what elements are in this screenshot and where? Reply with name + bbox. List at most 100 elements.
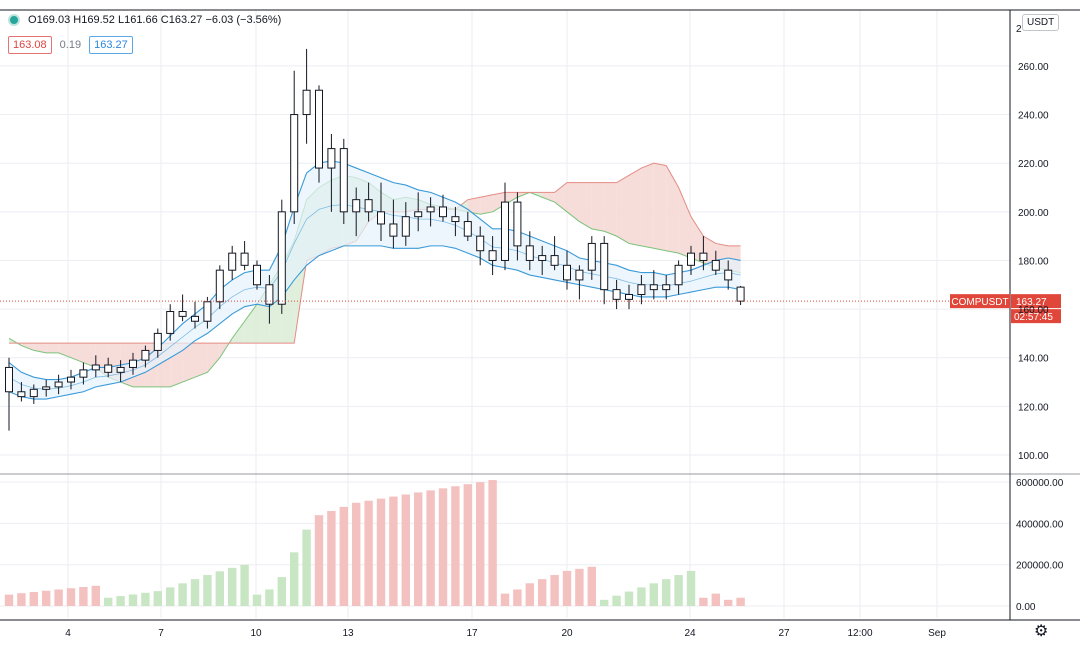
cloud-segment (678, 187, 691, 259)
volume-bar (252, 594, 262, 606)
cloud-segment (616, 175, 629, 244)
candle-body (116, 366, 125, 373)
volume-bar (364, 500, 373, 606)
candle-body (711, 259, 720, 271)
candle (575, 265, 584, 300)
volume-bar (141, 592, 150, 606)
volume-bar (662, 579, 671, 606)
price-tick-label: 260.00 (1018, 62, 1049, 73)
volume-bar (54, 589, 63, 606)
volume-bar (575, 568, 584, 606)
candle-body (649, 284, 658, 291)
candle-body (215, 269, 224, 303)
candle-body (42, 386, 51, 390)
candle-body (736, 286, 745, 302)
volume-bar (128, 594, 138, 606)
candle-body (315, 89, 323, 169)
candle-body (352, 199, 361, 213)
candle (79, 362, 88, 385)
indicator-legend: 163.08 0.19 163.27 (8, 36, 133, 54)
candle (600, 236, 609, 305)
volume-bar (314, 515, 324, 606)
candle-body (476, 235, 485, 252)
candle-body (389, 223, 398, 237)
volume-bar (686, 570, 696, 606)
candle (315, 85, 323, 183)
cloud-segment (71, 343, 84, 363)
cloud-segment (83, 343, 96, 368)
candle-body (699, 252, 708, 261)
volume-bar (513, 589, 522, 606)
volume-bar (327, 511, 336, 606)
price-tick-label: 200.00 (1018, 208, 1049, 219)
candle-body (29, 388, 38, 398)
volume-tick-label: 400000.00 (1016, 519, 1064, 530)
currency-badge[interactable]: USDT (1022, 14, 1060, 31)
volume-bar (674, 575, 683, 606)
candle-body (166, 311, 175, 334)
volume-bar (116, 596, 125, 606)
cloud-segment (46, 343, 59, 353)
candle-body (687, 252, 695, 266)
candle (538, 245, 547, 276)
candle (451, 206, 460, 237)
candle (364, 182, 373, 222)
candle (240, 241, 249, 271)
candle (525, 231, 534, 271)
volume-bar (153, 591, 162, 606)
candle (228, 245, 237, 280)
candle (687, 245, 695, 276)
candle (414, 192, 423, 232)
time-tick-label: Sep (928, 628, 946, 639)
volume-bar (376, 498, 386, 606)
volume-bar (178, 583, 187, 606)
candle-body (277, 211, 286, 305)
price-tick-label: 100.00 (1018, 451, 1049, 462)
gear-icon[interactable]: ⚙ (1034, 623, 1049, 640)
candle (253, 260, 261, 290)
candle (724, 260, 733, 290)
candle-body (265, 284, 274, 305)
symbol-status-icon[interactable] (8, 14, 20, 26)
volume-bar (215, 571, 224, 606)
volume-bar (562, 570, 572, 606)
candle (550, 236, 559, 271)
volume-bar (451, 486, 460, 606)
candle-body (426, 206, 435, 213)
cloud-segment (244, 304, 257, 344)
candle (501, 182, 509, 271)
indicator-value-left[interactable]: 163.08 (8, 36, 52, 54)
volume-bar (736, 597, 745, 606)
candle-body (538, 255, 547, 261)
cloud-segment (33, 343, 47, 353)
indicator-value-mid: 0.19 (59, 39, 82, 51)
candle (91, 355, 100, 378)
volume-bar (587, 566, 596, 606)
cloud-segment (58, 343, 71, 358)
candle-body (550, 255, 559, 266)
volume-bar (91, 585, 100, 606)
candle (637, 275, 646, 305)
cloud-segment (542, 192, 555, 203)
cloud-segment (579, 182, 592, 229)
candle (277, 199, 286, 314)
candle (587, 236, 596, 280)
price-tick-label: 220.00 (1018, 159, 1049, 170)
candle-body (178, 311, 187, 317)
ohlc-legend: O169.03 H169.52 L161.66 C163.27 −6.03 (−… (8, 14, 281, 26)
cloud-segment (232, 321, 245, 344)
indicator-value-right[interactable]: 163.27 (89, 36, 133, 54)
candle (389, 199, 398, 249)
volume-bar (290, 552, 299, 606)
candle-body (104, 364, 113, 373)
volume-bar (29, 591, 38, 606)
volume-tick-label: 600000.00 (1016, 478, 1064, 489)
candle (426, 197, 435, 227)
candle-body (600, 242, 609, 291)
candle (352, 187, 361, 237)
candle (476, 226, 485, 266)
candle-body (513, 201, 522, 247)
candle-body (228, 252, 237, 271)
candle (649, 270, 658, 300)
